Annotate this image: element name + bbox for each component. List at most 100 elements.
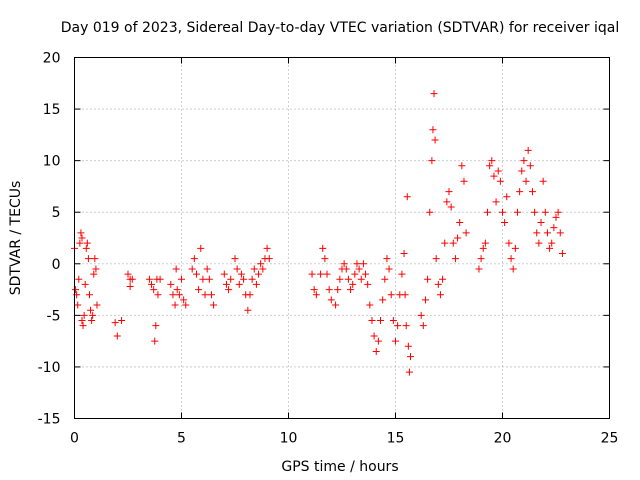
data-point [353, 260, 361, 268]
data-point [91, 255, 99, 263]
data-point [400, 249, 408, 257]
data-point [417, 311, 425, 319]
y-tick-label: 0 [52, 257, 61, 273]
data-point [503, 193, 511, 201]
data-point [359, 260, 367, 268]
data-point [169, 291, 177, 299]
data-point [424, 275, 432, 283]
axis-ticks [74, 57, 610, 419]
data-point [490, 172, 498, 180]
data-point [78, 234, 86, 242]
data-point [201, 291, 209, 299]
data-point [526, 162, 534, 170]
data-point [539, 177, 547, 185]
x-tick-label: 0 [70, 431, 79, 447]
data-point [325, 286, 333, 294]
data-point [128, 275, 136, 283]
data-point [265, 255, 273, 263]
data-point [152, 322, 160, 330]
data-point [178, 275, 185, 283]
x-tick-label: 15 [387, 431, 405, 447]
data-point [83, 239, 91, 247]
data-point [240, 275, 248, 283]
data-point [76, 239, 84, 247]
data-point [126, 282, 134, 290]
data-point [225, 286, 233, 294]
data-point [541, 208, 549, 216]
data-point [72, 286, 80, 294]
data-point [111, 319, 119, 327]
data-point [445, 188, 453, 196]
data-point [90, 270, 98, 278]
data-point [505, 239, 513, 247]
data-point [88, 317, 96, 325]
data-point [392, 337, 399, 345]
data-point [244, 306, 252, 314]
data-point [75, 275, 83, 283]
data-point [145, 275, 153, 283]
data-point [235, 280, 243, 288]
data-point [481, 239, 489, 247]
data-point [383, 255, 391, 263]
data-point [336, 275, 344, 283]
data-point [197, 244, 205, 252]
data-point [192, 270, 200, 278]
data-point [81, 280, 89, 288]
data-point [148, 280, 156, 288]
data-point [558, 249, 566, 257]
data-point [484, 208, 492, 216]
data-point [522, 177, 530, 185]
data-point [548, 239, 556, 247]
data-point [389, 317, 397, 325]
data-point [357, 275, 365, 283]
data-point [82, 244, 90, 252]
data-point [199, 275, 207, 283]
data-point [340, 260, 348, 268]
data-point [462, 229, 470, 237]
data-point [431, 136, 439, 144]
data-point [434, 280, 442, 288]
data-point [344, 275, 352, 283]
data-point [118, 317, 126, 325]
data-point [387, 291, 395, 299]
data-point [492, 198, 500, 206]
data-point [334, 286, 342, 294]
data-point [537, 219, 545, 227]
data-point [78, 317, 86, 325]
data-point [79, 322, 87, 330]
x-axis-title: GPS time / hours [281, 459, 398, 475]
data-point [430, 90, 438, 98]
y-tick-label: 5 [52, 205, 61, 221]
data-point [231, 255, 239, 263]
data-point [429, 126, 437, 134]
data-point [312, 291, 320, 299]
data-point [546, 244, 554, 252]
data-point [355, 265, 363, 273]
data-point [507, 255, 515, 263]
data-point [509, 265, 517, 273]
data-point [85, 291, 93, 299]
data-point [154, 291, 162, 299]
data-point [475, 265, 483, 273]
data-point [499, 208, 506, 216]
data-point [93, 301, 101, 309]
data-point [250, 265, 258, 273]
data-point [156, 275, 164, 283]
data-point [366, 301, 374, 309]
plot-frame [74, 57, 610, 419]
data-point [398, 270, 406, 278]
data-point [317, 270, 325, 278]
data-point [364, 280, 372, 288]
data-point [543, 229, 551, 237]
data-point [552, 213, 560, 221]
data-point [347, 286, 355, 294]
data-point [401, 291, 409, 299]
data-point [533, 229, 541, 237]
data-point [443, 198, 451, 206]
data-point [257, 260, 265, 268]
data-point [182, 301, 190, 309]
data-point [327, 296, 335, 304]
data-point [477, 255, 485, 263]
data-point [351, 270, 359, 278]
